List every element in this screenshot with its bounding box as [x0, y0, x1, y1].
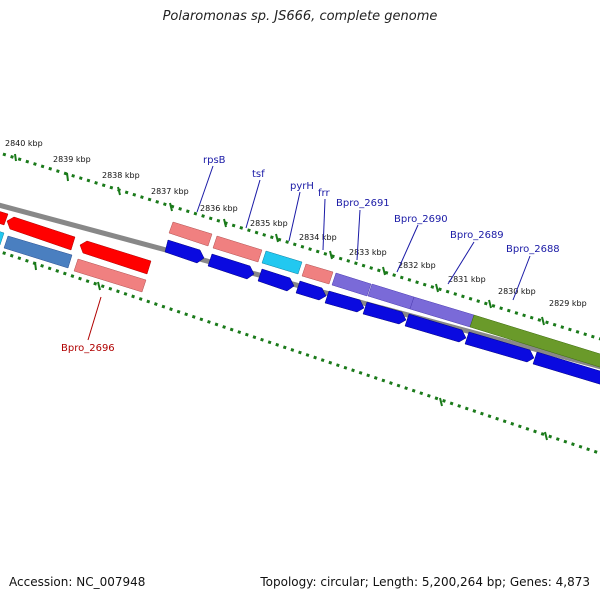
tick-label: 2832 kbp	[398, 261, 436, 270]
tick-marks	[14, 153, 548, 441]
forward-cds-arrow[interactable]	[464, 331, 535, 363]
forward-cds-arrow[interactable]	[532, 351, 600, 386]
tick-label: 2829 kbp	[549, 299, 587, 308]
gene-label-Bpro_2688[interactable]: Bpro_2688	[506, 244, 560, 255]
tick-label: 2837 kbp	[151, 187, 189, 196]
gene-label-tsf[interactable]: tsf	[252, 169, 265, 180]
rpsB-feature[interactable]	[168, 221, 213, 247]
gene-label-frr[interactable]: frr	[318, 188, 330, 199]
inner-dotted-track	[0, 250, 600, 455]
frr-feature[interactable]	[301, 263, 334, 285]
forward-cds-arrow[interactable]	[207, 253, 255, 280]
pyrH-feature[interactable]	[261, 250, 303, 275]
tick-label: 2834 kbp	[299, 233, 337, 242]
forward-cds-arrow[interactable]	[404, 313, 467, 343]
reverse-cds-arrow[interactable]	[6, 216, 76, 251]
tick-label: 2830 kbp	[498, 287, 536, 296]
Bpro_2691-feature[interactable]	[331, 272, 372, 297]
gene-label-Bpro_2689[interactable]: Bpro_2689	[450, 230, 504, 241]
genome-stats-text: Topology: circular; Length: 5,200,264 bp…	[260, 575, 590, 589]
reverse-cds-arrow[interactable]	[0, 210, 9, 226]
tsf-feature[interactable]	[212, 235, 263, 263]
tick-label: 2831 kbp	[448, 275, 486, 284]
accession-text: Accession: NC_007948	[9, 575, 146, 589]
cyan-feature[interactable]	[0, 230, 5, 246]
gene-label-Bpro_2696[interactable]: Bpro_2696	[61, 343, 115, 354]
tick-label: 2838 kbp	[102, 171, 140, 180]
forward-strand-track	[0, 230, 600, 386]
Bpro_2696-feature[interactable]	[73, 258, 147, 293]
tick-label: 2835 kbp	[250, 219, 288, 228]
tick-label: 2833 kbp	[349, 248, 387, 257]
map-title: Polaromonas sp. JS666, complete genome	[162, 9, 438, 24]
steelblue-feature[interactable]	[3, 235, 73, 269]
reverse-cds-arrow[interactable]	[79, 240, 152, 275]
tick-label: 2839 kbp	[53, 155, 91, 164]
gene-label-Bpro_2690[interactable]: Bpro_2690	[394, 214, 448, 225]
tick-label: 2836 kbp	[200, 204, 238, 213]
forward-cds-arrow[interactable]	[164, 239, 205, 264]
forward-cds-arrow[interactable]	[257, 268, 295, 292]
Bpro_2688-feature[interactable]	[469, 314, 600, 369]
gene-label-rpsB[interactable]: rpsB	[203, 155, 226, 166]
reverse-strand-track	[0, 210, 600, 369]
gene-label-Bpro_2691[interactable]: Bpro_2691	[336, 198, 390, 209]
gene-label-pyrH[interactable]: pyrH	[290, 181, 314, 192]
tick-label: 2840 kbp	[5, 139, 43, 148]
forward-cds-arrow[interactable]	[362, 301, 407, 325]
forward-cds-arrow[interactable]	[324, 290, 365, 313]
forward-cds-arrow[interactable]	[295, 280, 327, 301]
label-leaders	[87, 165, 531, 341]
